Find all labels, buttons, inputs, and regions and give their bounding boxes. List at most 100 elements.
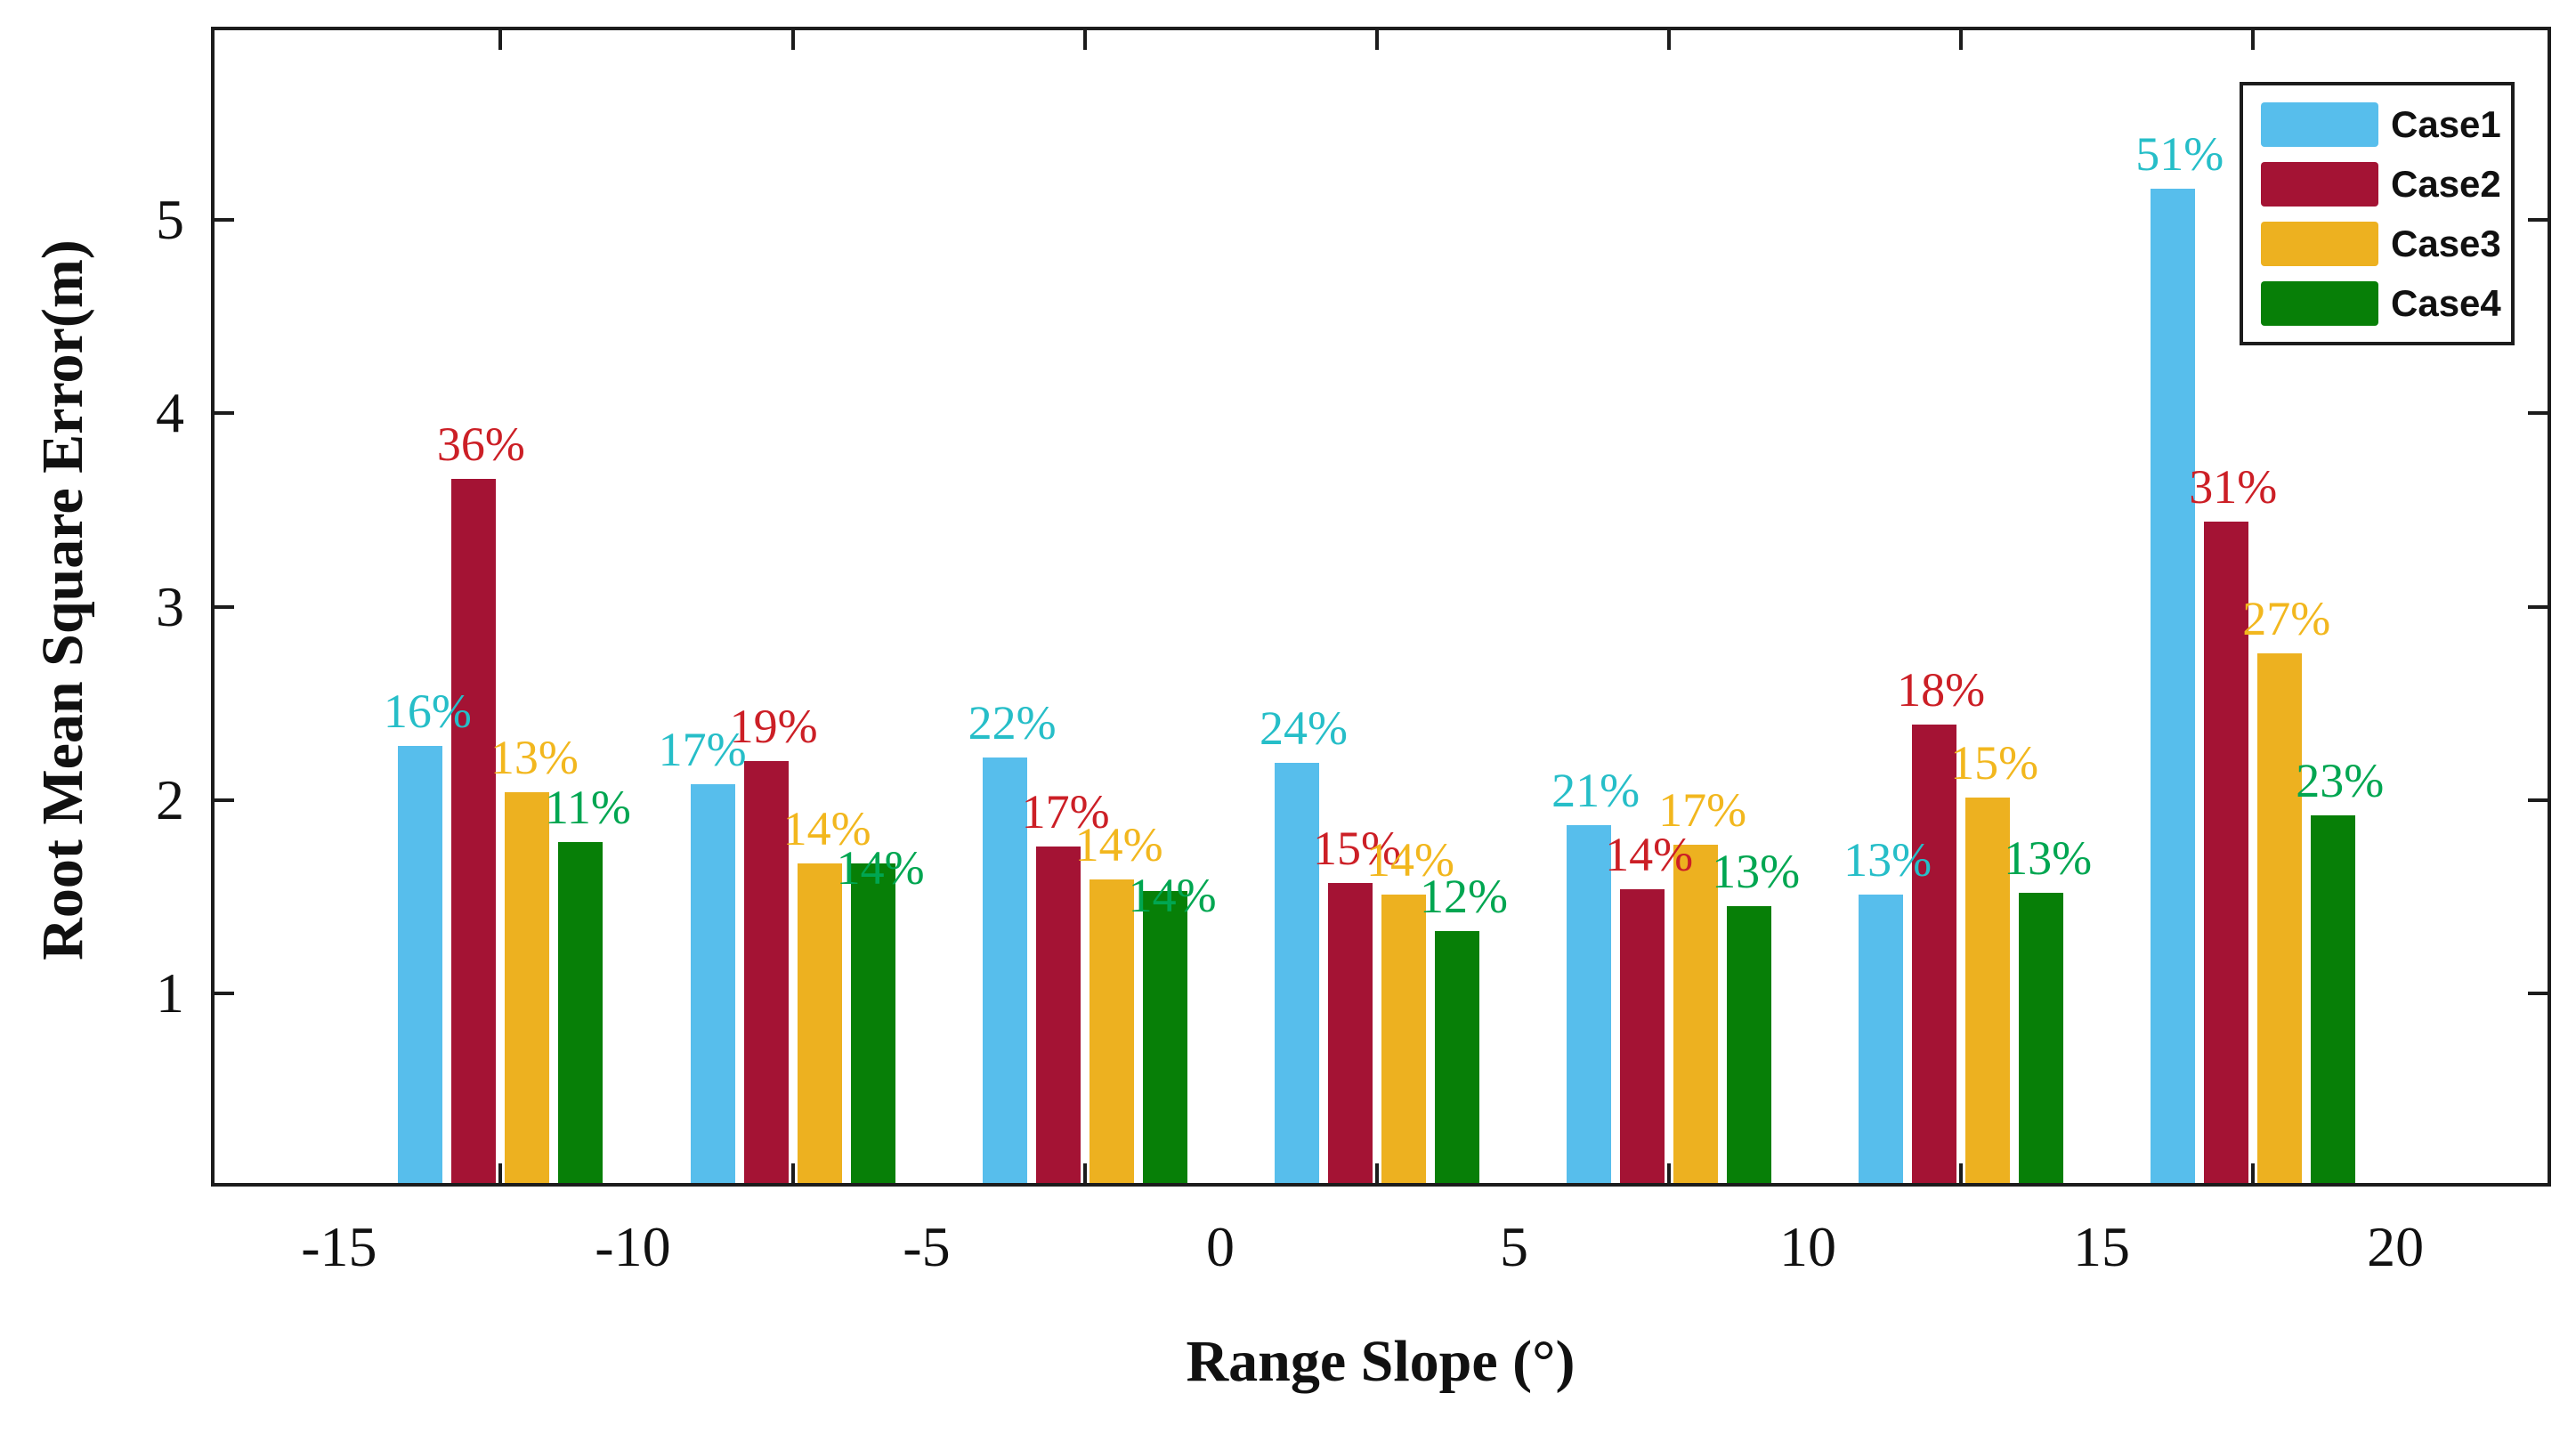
bar-case2-group3	[1036, 846, 1081, 1187]
bar-value-label: 22%	[968, 695, 1057, 749]
x-tick-label: -5	[903, 1215, 951, 1278]
x-tick-label: 15	[2073, 1215, 2131, 1278]
legend-label: Case3	[2391, 222, 2501, 264]
bar-value-label: 14%	[782, 802, 871, 856]
y-tick-label: 3	[156, 574, 184, 638]
bar-case2-group6	[1911, 724, 1956, 1187]
bar-case2-group7	[2203, 521, 2248, 1187]
bar-case1-group1	[398, 745, 443, 1187]
bar-value-label: 19%	[729, 700, 818, 754]
bar-value-label: 31%	[2189, 459, 2278, 514]
legend-swatch-case1	[2261, 101, 2378, 147]
bar-value-label: 17%	[658, 723, 747, 777]
x-tick-mark	[1666, 27, 1671, 50]
bar-value-label: 14%	[1128, 868, 1217, 922]
bar-case1-group3	[983, 757, 1028, 1187]
legend-swatch-case2	[2261, 161, 2378, 207]
y-tick-label: 2	[156, 767, 184, 831]
bar-value-label: 17%	[1021, 784, 1110, 839]
bar-value-label: 11%	[544, 781, 631, 835]
x-tick-label: 0	[1205, 1215, 1235, 1278]
bar-case3-group1	[505, 791, 550, 1187]
bar-value-label: 24%	[1260, 701, 1349, 756]
x-tick-mark	[498, 1163, 503, 1187]
bar-case4-group1	[558, 842, 603, 1187]
bar-value-label: 13%	[490, 730, 579, 784]
y-tick-mark	[2528, 218, 2551, 223]
bar-case3-group3	[1090, 879, 1135, 1187]
bar-case4-group2	[851, 863, 896, 1187]
bar-value-label: 12%	[1420, 870, 1509, 924]
bar-value-label: 21%	[1551, 763, 1640, 817]
bar-value-label: 36%	[436, 417, 525, 472]
x-tick-mark	[1958, 27, 1963, 50]
x-tick-label: 20	[2367, 1215, 2425, 1278]
bar-case2-group1	[451, 479, 497, 1187]
x-tick-mark	[791, 1163, 796, 1187]
x-tick-label: -10	[595, 1215, 671, 1278]
legend-label: Case1	[2391, 102, 2501, 145]
bar-value-label: 14%	[836, 841, 925, 895]
y-tick-mark	[211, 991, 234, 995]
bar-case1-group6	[1858, 895, 1903, 1187]
y-tick-mark	[211, 604, 234, 609]
bar-case3-group5	[1673, 844, 1718, 1187]
x-tick-mark	[791, 27, 796, 50]
legend-item-case2: Case2	[2243, 154, 2511, 214]
x-tick-label: 10	[1779, 1215, 1837, 1278]
legend-item-case4: Case4	[2243, 273, 2511, 333]
bar-case2-group2	[744, 761, 790, 1187]
x-tick-mark	[1374, 1163, 1379, 1187]
bar-case2-group5	[1619, 888, 1665, 1187]
y-tick-mark	[2528, 798, 2551, 802]
y-tick-label: 1	[156, 960, 184, 1025]
legend-label: Case4	[2391, 281, 2501, 324]
bar-case4-group5	[1726, 906, 1771, 1187]
bar-case2-group4	[1327, 883, 1373, 1187]
bar-case3-group6	[1964, 798, 2010, 1187]
y-tick-mark	[211, 798, 234, 802]
x-tick-mark	[2250, 1163, 2255, 1187]
x-tick-mark	[498, 27, 503, 50]
bar-case1-group2	[691, 784, 736, 1187]
bar-case4-group3	[1143, 890, 1188, 1187]
y-tick-mark	[211, 218, 234, 223]
legend-swatch-case3	[2261, 221, 2378, 266]
bar-value-label: 14%	[1605, 827, 1694, 881]
bar-case3-group4	[1381, 895, 1426, 1187]
bar-case4-group4	[1434, 931, 1479, 1187]
bar-value-label: 27%	[2242, 591, 2331, 645]
bar-case4-group6	[2018, 892, 2063, 1187]
bar-case3-group2	[798, 863, 843, 1187]
bar-value-label: 15%	[1313, 822, 1402, 876]
x-tick-mark	[1958, 1163, 1963, 1187]
bar-case3-group7	[2256, 652, 2302, 1187]
x-tick-mark	[2250, 27, 2255, 50]
legend: Case1 Case2 Case3 Case4	[2240, 82, 2515, 345]
legend-swatch-case4	[2261, 280, 2378, 326]
bar-value-label: 16%	[383, 684, 472, 738]
legend-item-case1: Case1	[2243, 94, 2511, 154]
y-tick-mark	[2528, 991, 2551, 995]
bar-case1-group5	[1566, 824, 1611, 1187]
bar-value-label: 51%	[2135, 127, 2224, 182]
legend-item-case3: Case3	[2243, 214, 2511, 273]
bar-case1-group7	[2150, 189, 2195, 1187]
bar-value-label: 13%	[1843, 833, 1932, 887]
bar-value-label: 23%	[2296, 754, 2385, 808]
y-tick-label: 5	[156, 188, 184, 252]
y-tick-label: 4	[156, 381, 184, 445]
bar-value-label: 15%	[1950, 736, 2039, 790]
y-tick-mark	[2528, 604, 2551, 609]
x-tick-mark	[1666, 1163, 1671, 1187]
bar-value-label: 14%	[1366, 833, 1455, 887]
bar-value-label: 13%	[1712, 845, 1801, 899]
y-tick-mark	[211, 411, 234, 416]
x-axis-label: Range Slope (°)	[1186, 1329, 1576, 1394]
x-tick-mark	[1374, 27, 1379, 50]
bar-case4-group7	[2310, 815, 2355, 1187]
x-tick-mark	[1083, 27, 1088, 50]
x-tick-label: 5	[1500, 1215, 1528, 1278]
bar-value-label: 13%	[2004, 830, 2093, 885]
